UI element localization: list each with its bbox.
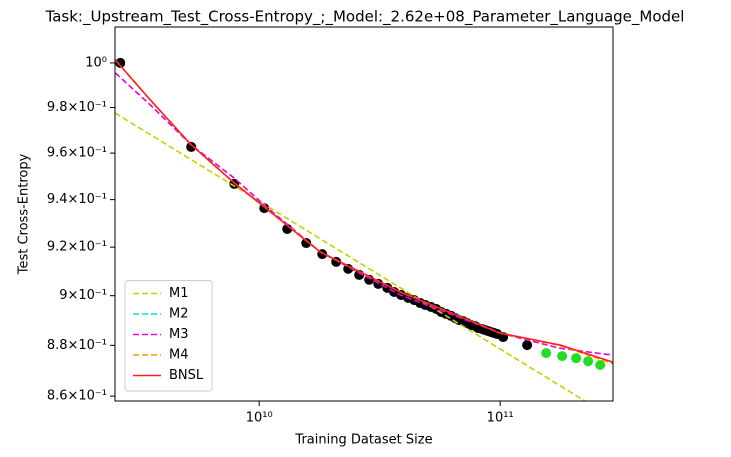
- data-point: [115, 57, 126, 68]
- plot-area: [115, 57, 613, 401]
- y-tick-label: 8.6×10⁻¹: [47, 389, 107, 404]
- legend-label: M1: [169, 286, 189, 301]
- y-tick-label: 9.8×10⁻¹: [47, 100, 107, 115]
- legend-label: M2: [169, 307, 189, 322]
- data-point: [583, 356, 594, 367]
- y-tick-label: 10⁰: [85, 55, 107, 70]
- data-point: [557, 351, 568, 362]
- data-point: [541, 348, 552, 359]
- legend-label: BNSL: [169, 368, 204, 383]
- y-axis-label: Test Cross-Entropy: [17, 153, 32, 275]
- plot-frame: [114, 26, 614, 402]
- x-tick-label: 10¹¹: [487, 411, 514, 426]
- data-point: [522, 340, 533, 351]
- y-tick-label: 8.8×10⁻¹: [47, 338, 107, 353]
- data-point: [571, 353, 582, 364]
- chart-title: Task:_Upstream_Test_Cross-Entropy_;_Mode…: [45, 8, 685, 27]
- series-line: [115, 112, 586, 401]
- data-point: [301, 238, 312, 249]
- y-tick-label: 9.6×10⁻¹: [47, 146, 107, 161]
- legend-label: M4: [169, 348, 189, 363]
- y-tick-label: 9×10⁻¹: [59, 288, 107, 303]
- x-tick-label: 10¹⁰: [246, 411, 273, 426]
- axes: 10¹⁰ 10¹¹ 8.6×10⁻¹ 8.8×10⁻¹ 9×10⁻¹ 9.2×10⁻¹ 9.…: [47, 55, 514, 425]
- legend-label: M3: [169, 327, 189, 342]
- legend-box: [124, 280, 213, 392]
- data-point: [186, 141, 197, 152]
- series-line: [115, 59, 613, 363]
- y-tick-label: 9.4×10⁻¹: [47, 192, 107, 207]
- data-point: [595, 359, 606, 370]
- x-axis-label: Training Dataset Size: [294, 433, 432, 448]
- y-tick-label: 9.2×10⁻¹: [47, 240, 107, 255]
